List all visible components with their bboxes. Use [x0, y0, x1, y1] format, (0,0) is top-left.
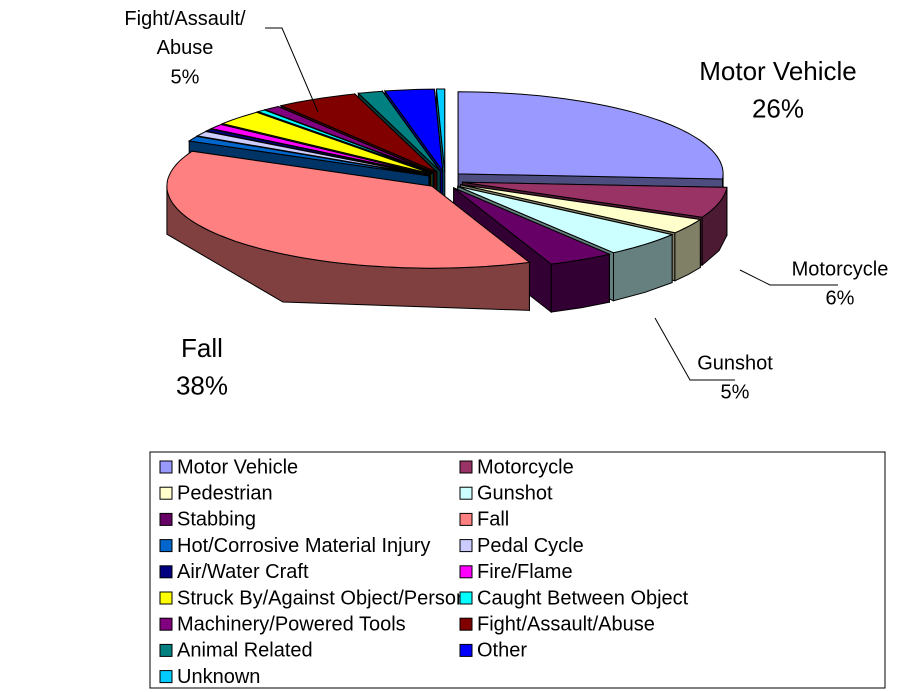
legend-swatch — [459, 617, 473, 631]
legend-label: Animal Related — [177, 640, 313, 662]
slice — [263, 105, 435, 174]
data-label-value: 6% — [826, 287, 855, 309]
legend-swatch — [159, 617, 173, 631]
slice — [462, 181, 728, 218]
legend-swatch — [159, 486, 173, 500]
legend-swatch — [459, 565, 473, 579]
slice — [209, 123, 431, 176]
legend-swatch — [459, 539, 473, 553]
legend-swatch — [459, 591, 473, 605]
slice — [457, 185, 674, 254]
data-label-name: Motor Vehicle — [699, 56, 857, 86]
legend-swatch — [159, 643, 173, 657]
data-label-name: Gunshot — [697, 352, 773, 374]
slice — [453, 187, 612, 265]
pie — [166, 88, 728, 314]
data-label-name: Fight/Assault/Abuse — [124, 8, 246, 59]
legend-label: Struck By/Against Object/Person — [177, 587, 467, 609]
legend-label: Pedal Cycle — [477, 535, 584, 557]
legend-label: Motorcycle — [477, 456, 574, 478]
slice — [357, 90, 441, 172]
legend-label: Gunshot — [477, 482, 553, 504]
data-label-name: Motorcycle — [792, 258, 889, 280]
slice — [457, 91, 724, 180]
legend-label: Caught Between Object — [477, 587, 689, 609]
leader-line — [654, 317, 735, 381]
data-label-name: Fall — [181, 333, 223, 363]
legend-label: Stabbing — [177, 509, 256, 531]
legend-label: Other — [477, 640, 527, 662]
slice — [435, 88, 446, 172]
legend-swatch — [159, 539, 173, 553]
leader-line — [739, 269, 838, 286]
slice — [256, 109, 434, 174]
data-label-value: 5% — [171, 66, 200, 88]
legend-swatch — [159, 565, 173, 579]
slice — [383, 88, 444, 173]
legend-label: Machinery/Powered Tools — [177, 613, 406, 635]
legend-label: Motor Vehicle — [177, 456, 298, 478]
legend-label: Air/Water Craft — [177, 561, 309, 583]
slice — [279, 93, 438, 173]
legend-swatch — [459, 512, 473, 526]
legend-label: Hot/Corrosive Material Injury — [177, 535, 430, 557]
legend-swatch — [459, 486, 473, 500]
data-label-value: 38% — [176, 371, 228, 401]
leader-line — [265, 27, 319, 113]
slice — [460, 184, 702, 234]
legend-label: Fall — [477, 509, 509, 531]
data-label-value: 5% — [721, 381, 750, 403]
legend-swatch — [459, 643, 473, 657]
data-label-value: 26% — [752, 94, 804, 124]
legend-label: Fire/Flame — [477, 561, 573, 583]
legend-label: Pedestrian — [177, 482, 273, 504]
slice — [187, 135, 430, 177]
legend-box — [149, 451, 886, 689]
legend-swatch — [159, 591, 173, 605]
slice — [220, 111, 433, 175]
legend-swatch — [159, 512, 173, 526]
legend-swatch — [459, 460, 473, 474]
legend-swatch — [159, 670, 173, 684]
legend-swatch — [159, 460, 173, 474]
legend-label: Unknown — [177, 666, 260, 688]
slice — [166, 150, 531, 269]
legend-label: Fight/Assault/Abuse — [477, 613, 655, 635]
